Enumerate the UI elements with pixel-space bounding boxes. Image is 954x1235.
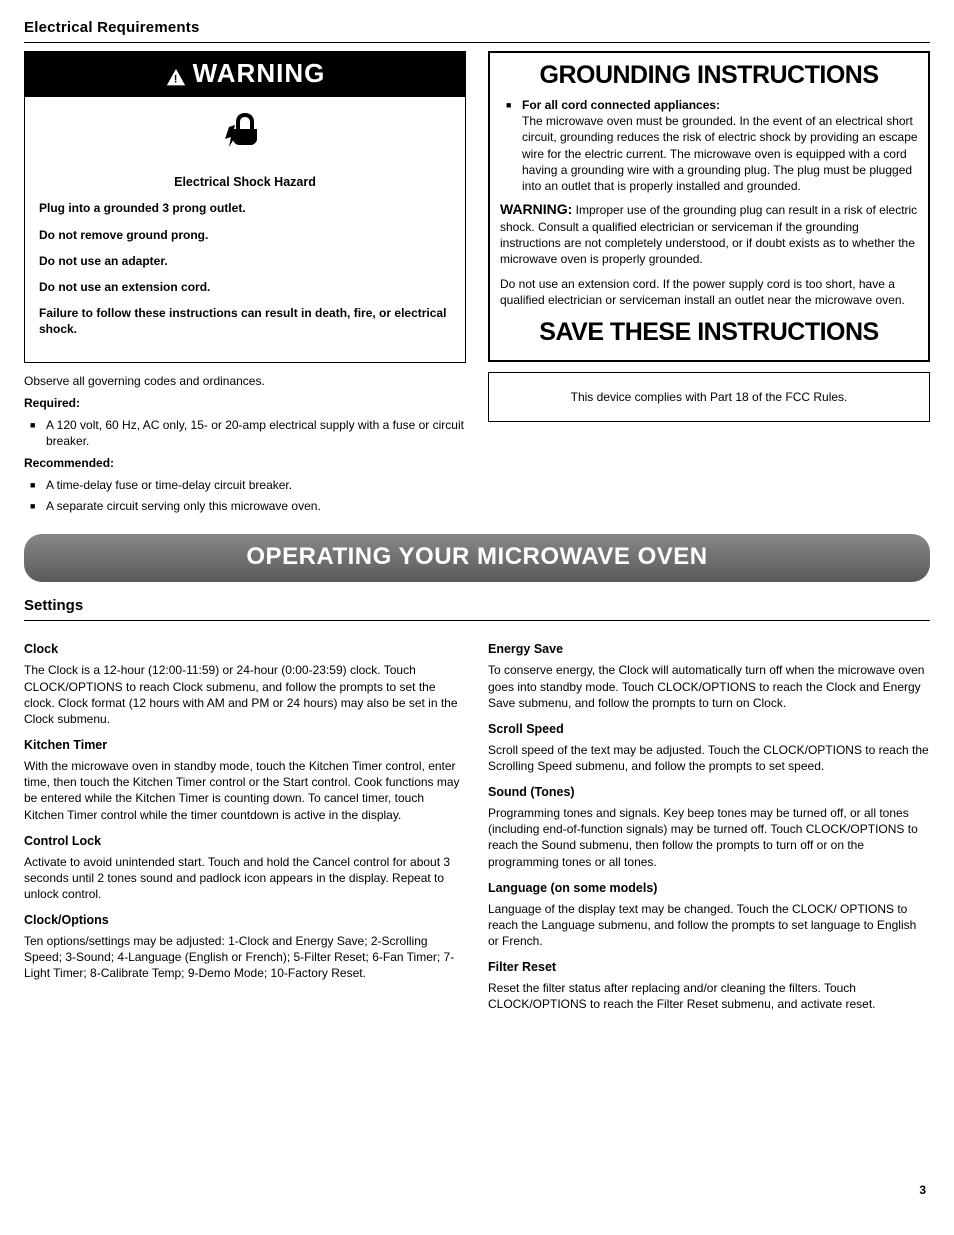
settings-left-h-3: Clock/Options — [24, 912, 466, 929]
warning-triangle-icon: ! — [165, 63, 187, 85]
save-instructions-title: SAVE THESE INSTRUCTIONS — [500, 316, 918, 350]
required-list: A 120 volt, 60 Hz, AC only, 15- or 20-am… — [24, 417, 466, 449]
warning-line-0: Plug into a grounded 3 prong outlet. — [39, 200, 451, 216]
settings-left-p-0: The Clock is a 12-hour (12:00-11:59) or … — [24, 662, 466, 727]
right-column: GROUNDING INSTRUCTIONS For all cord conn… — [488, 51, 930, 520]
warning-header: ! WARNING — [25, 52, 465, 97]
warning-header-text: WARNING — [193, 56, 326, 91]
settings-right-p-1: Scroll speed of the text may be adjusted… — [488, 742, 930, 774]
settings-right-p-0: To conserve energy, the Clock will autom… — [488, 662, 930, 711]
warning-line-2: Do not use an adapter. — [39, 253, 451, 269]
warning-box: ! WARNING Electrical Shock Hazard Plug i… — [24, 51, 466, 362]
settings-right-h-3: Language (on some models) — [488, 880, 930, 897]
grounding-bullet-label: For all cord connected appliances: — [522, 98, 720, 112]
settings-left-column: Clock The Clock is a 12-hour (12:00-11:5… — [24, 631, 466, 1018]
recommended-item-0: A time-delay fuse or time-delay circuit … — [24, 477, 466, 493]
recommended-item-1: A separate circuit serving only this mic… — [24, 498, 466, 514]
settings-right-h-4: Filter Reset — [488, 959, 930, 976]
svg-text:!: ! — [173, 73, 178, 85]
settings-left-h-1: Kitchen Timer — [24, 737, 466, 754]
recommended-label: Recommended: — [24, 455, 466, 471]
grounding-warning-paragraph: WARNING: Improper use of the grounding p… — [500, 200, 918, 267]
electrical-requirements-heading: Electrical Requirements — [24, 18, 930, 43]
observe-text: Observe all governing codes and ordinanc… — [24, 373, 466, 389]
required-item-0: A 120 volt, 60 Hz, AC only, 15- or 20-am… — [24, 417, 466, 449]
settings-left-p-2: Activate to avoid unintended start. Touc… — [24, 854, 466, 903]
settings-heading: Settings — [24, 596, 930, 621]
hazard-title: Electrical Shock Hazard — [39, 174, 451, 191]
recommended-list: A time-delay fuse or time-delay circuit … — [24, 477, 466, 513]
grounding-title: GROUNDING INSTRUCTIONS — [500, 59, 918, 93]
required-label: Required: — [24, 395, 466, 411]
settings-right-p-2: Programming tones and signals. Key beep … — [488, 805, 930, 870]
settings-right-h-2: Sound (Tones) — [488, 784, 930, 801]
settings-right-column: Energy Save To conserve energy, the Cloc… — [488, 631, 930, 1018]
grounding-box: GROUNDING INSTRUCTIONS For all cord conn… — [488, 51, 930, 361]
settings-left-p-3: Ten options/settings may be adjusted: 1-… — [24, 933, 466, 982]
settings-right-h-1: Scroll Speed — [488, 721, 930, 738]
warning-line-3: Do not use an extension cord. — [39, 279, 451, 295]
left-column: ! WARNING Electrical Shock Hazard Plug i… — [24, 51, 466, 520]
top-two-column: ! WARNING Electrical Shock Hazard Plug i… — [24, 51, 930, 520]
grounding-no-ext: Do not use an extension cord. If the pow… — [500, 276, 918, 308]
operating-banner: OPERATING YOUR MICROWAVE OVEN — [24, 534, 930, 582]
warning-body: Electrical Shock Hazard Plug into a grou… — [25, 174, 465, 362]
grounding-bullet-list: For all cord connected appliances: The m… — [500, 97, 918, 194]
fcc-box: This device complies with Part 18 of the… — [488, 372, 930, 422]
warning-line-4: Failure to follow these instructions can… — [39, 305, 451, 337]
settings-two-column: Clock The Clock is a 12-hour (12:00-11:5… — [24, 631, 930, 1018]
page-number: 3 — [919, 1182, 926, 1198]
grounding-bullet-body: The microwave oven must be grounded. In … — [522, 114, 918, 193]
grounding-bullet: For all cord connected appliances: The m… — [500, 97, 918, 194]
grounding-warning-label: WARNING: — [500, 201, 572, 217]
electrical-shock-icon — [221, 152, 269, 166]
settings-left-h-0: Clock — [24, 641, 466, 658]
settings-right-h-0: Energy Save — [488, 641, 930, 658]
settings-right-p-4: Reset the filter status after replacing … — [488, 980, 930, 1012]
settings-left-p-1: With the microwave oven in standby mode,… — [24, 758, 466, 823]
settings-right-p-3: Language of the display text may be chan… — [488, 901, 930, 950]
warning-line-1: Do not remove ground prong. — [39, 227, 451, 243]
shock-icon-wrap — [25, 97, 465, 173]
settings-left-h-2: Control Lock — [24, 833, 466, 850]
